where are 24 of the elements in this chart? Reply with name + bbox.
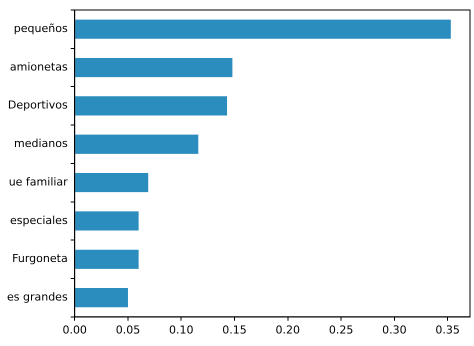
x-tick-label: 0.10	[168, 323, 194, 336]
x-tick-label: 0.15	[222, 323, 247, 336]
y-tick-label: pequeños	[14, 22, 68, 36]
y-tick-label: ue familiar	[8, 175, 68, 188]
x-tick-label: 0.20	[276, 323, 300, 336]
x-tick-label: 0.30	[382, 323, 407, 336]
y-tick-label: amionetas	[10, 60, 68, 74]
y-tick-label: es grandes	[6, 290, 68, 304]
bar	[75, 172, 148, 192]
bar	[75, 134, 198, 154]
bar	[75, 288, 128, 308]
y-tick-label: Furgoneta	[12, 252, 68, 266]
bar	[75, 96, 228, 116]
bar	[75, 250, 139, 269]
x-tick-label: 0.35	[435, 323, 460, 336]
bar	[75, 58, 232, 78]
y-tick-label: medianos	[14, 137, 68, 150]
y-tick-label: especiales	[10, 214, 68, 227]
bar	[75, 211, 139, 231]
bar	[75, 20, 451, 39]
y-tick-label: Deportivos	[8, 98, 68, 112]
x-tick-label: 0.25	[328, 323, 354, 336]
x-tick-label: 0.05	[116, 323, 140, 336]
x-tick-label: 0.00	[62, 323, 87, 336]
